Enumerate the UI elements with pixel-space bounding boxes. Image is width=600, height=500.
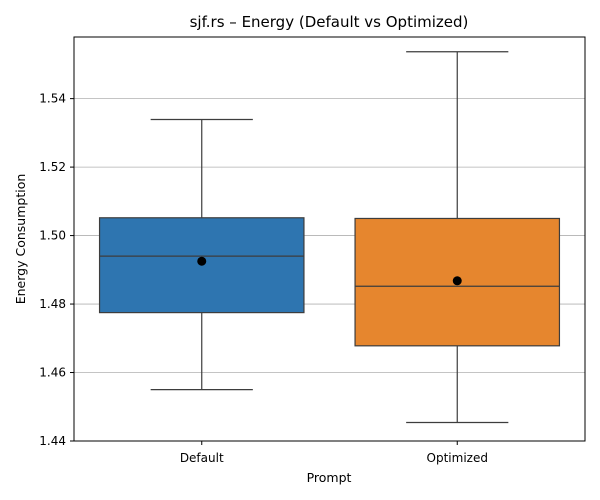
y-tick-label: 1.46 <box>39 366 66 380</box>
y-axis-label: Energy Consumption <box>13 174 28 305</box>
chart-title: sjf.rs – Energy (Default vs Optimized) <box>190 13 469 31</box>
y-axis: 1.44 1.46 1.48 1.50 1.52 1.54 <box>39 92 74 448</box>
x-tick-label: Default <box>180 451 224 465</box>
x-tick-label: Optimized <box>427 451 488 465</box>
y-tick-label: 1.54 <box>39 92 66 106</box>
mean-marker <box>197 256 207 266</box>
y-tick-label: 1.44 <box>39 434 66 448</box>
y-tick-label: 1.50 <box>39 229 66 243</box>
boxes <box>98 51 561 424</box>
box-optimized <box>354 51 561 424</box>
x-axis-label: Prompt <box>307 470 352 485</box>
y-tick-label: 1.48 <box>39 297 66 311</box>
plot-frame <box>73 36 586 442</box>
x-axis: Default Optimized <box>180 441 488 465</box>
mean-marker <box>452 276 462 286</box>
box-default <box>98 118 305 391</box>
y-tick-label: 1.52 <box>39 160 66 174</box>
